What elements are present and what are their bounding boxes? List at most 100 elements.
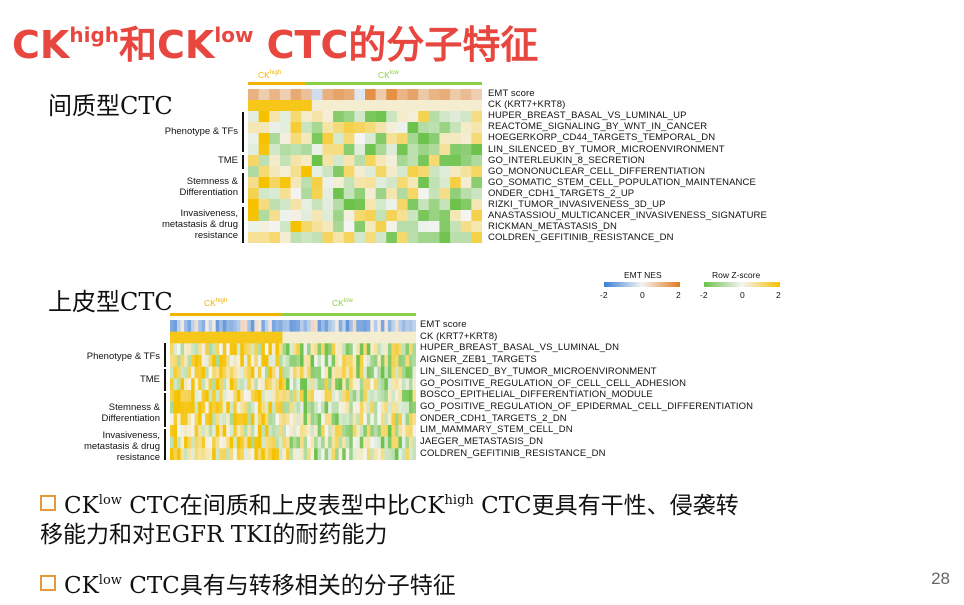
- heatmap-cell: [219, 378, 224, 391]
- heatmap-cell: [398, 425, 403, 437]
- heatmap-cell: [471, 122, 482, 134]
- heatmap-cell: [194, 401, 199, 414]
- heatmap-cell: [173, 390, 178, 402]
- heatmap-cell: [264, 448, 269, 460]
- heatmap-cell: [296, 366, 301, 379]
- heatmap-cell: [311, 232, 323, 243]
- heatmap-cell: [254, 343, 259, 356]
- heatmap-cell: [366, 401, 371, 414]
- heatmap-cell: [293, 413, 297, 426]
- brace-tme-mes: [242, 155, 244, 169]
- heatmap-cell: [354, 166, 366, 178]
- heatmap-cell: [194, 378, 199, 391]
- heatmap-cell: [222, 331, 227, 344]
- heatmap-cell: [345, 355, 350, 367]
- heatmap-cell: [289, 378, 294, 391]
- heatmap-cell: [285, 390, 290, 402]
- heatmap-cell: [254, 436, 259, 449]
- heatmap-cell: [250, 355, 255, 367]
- heatmap-cell: [373, 413, 378, 426]
- heatmap-cell: [222, 448, 227, 460]
- heatmap-row-label: BOSCO_EPITHELIAL_DIFFERENTIATION_MODULE: [420, 389, 653, 401]
- heatmap-cell: [370, 343, 375, 356]
- heatmap-cell: [363, 448, 368, 460]
- heatmap-cell: [303, 390, 308, 402]
- heatmap-cell: [264, 436, 269, 449]
- heatmap-cell: [236, 355, 241, 367]
- heatmap-cell: [428, 221, 440, 233]
- heatmap-cell: [205, 425, 209, 437]
- heatmap-cell: [352, 436, 357, 449]
- heatmap-cell: [356, 355, 361, 367]
- heatmap-cell: [285, 343, 290, 356]
- heatmap-cell: [194, 355, 199, 367]
- heatmap-cell: [301, 155, 313, 167]
- heatmap-cell: [359, 320, 364, 332]
- heatmap-cell: [338, 390, 343, 402]
- heatmap-cell: [396, 133, 408, 145]
- heatmap-cell: [296, 425, 301, 437]
- heatmap-cell: [212, 390, 216, 402]
- heatmap-cell: [471, 221, 482, 233]
- heatmap-cell: [258, 111, 270, 123]
- heatmap-cell: [333, 111, 345, 123]
- heatmap-cell: [317, 436, 322, 449]
- heatmap-cell: [269, 100, 281, 112]
- heatmap-cell: [398, 436, 403, 449]
- heatmap-cell: [205, 343, 209, 356]
- heatmap-cell: [377, 436, 382, 449]
- heatmap-cell: [471, 199, 482, 211]
- heatmap-cell: [275, 320, 280, 332]
- heatmap-cell: [229, 448, 234, 460]
- heatmap-cell: [471, 133, 482, 145]
- heatmap-cell: [279, 199, 291, 211]
- heatmap-cell: [240, 436, 245, 449]
- heatmap-cell: [257, 343, 262, 356]
- heatmap-cell: [229, 378, 234, 391]
- heatmap-cell: [279, 221, 291, 233]
- heatmap-cell: [373, 366, 378, 379]
- heatmap-cell: [343, 166, 355, 178]
- heatmap-cell: [428, 232, 440, 243]
- heatmap-cell: [212, 448, 216, 460]
- heatmap-cell: [345, 436, 350, 449]
- heatmap-cell: [282, 355, 287, 367]
- heatmap-cell: [405, 436, 410, 449]
- ck-low-tag-mes: CKlow: [378, 70, 399, 80]
- heatmap-cell: [375, 210, 387, 222]
- heatmap-cell: [301, 177, 313, 189]
- heatmap-cell: [208, 378, 213, 391]
- heatmap-cell: [194, 331, 199, 344]
- heatmap-cell: [377, 366, 382, 379]
- heatmap-cell: [373, 401, 378, 414]
- heatmap-cell: [314, 320, 318, 332]
- heatmap-cell: [386, 100, 398, 112]
- heatmap-cell: [331, 436, 336, 449]
- heatmap-cell: [375, 144, 387, 156]
- heatmap-cell: [180, 366, 185, 379]
- heatmap-cell: [342, 366, 347, 379]
- heatmap-cell: [264, 320, 269, 332]
- heatmap-cell: [366, 378, 371, 391]
- heatmap-cell: [311, 210, 323, 222]
- heatmap-cell: [311, 122, 323, 134]
- heatmap-cell: [269, 199, 281, 211]
- group-stemness-epi: Stemness & Differentiation: [101, 402, 160, 424]
- heatmap-cell: [359, 401, 364, 414]
- heatmap-cell: [396, 166, 408, 178]
- heatmap-cell: [333, 155, 345, 167]
- heatmap-cell: [254, 448, 259, 460]
- heatmap-cell: [333, 221, 345, 233]
- heatmap-cell: [258, 177, 270, 189]
- heatmap-cell: [338, 401, 343, 414]
- heatmap-cell: [282, 413, 287, 426]
- heatmap-cell: [307, 425, 311, 437]
- heatmap-cell: [471, 144, 482, 156]
- heatmap-cell: [261, 413, 266, 426]
- heatmap-cell: [394, 320, 399, 332]
- heatmap-cell: [342, 331, 347, 344]
- heatmap-cell: [343, 144, 355, 156]
- heatmap-cell: [261, 378, 266, 391]
- heatmap-cell: [278, 331, 283, 344]
- heatmap-cell: [248, 155, 259, 167]
